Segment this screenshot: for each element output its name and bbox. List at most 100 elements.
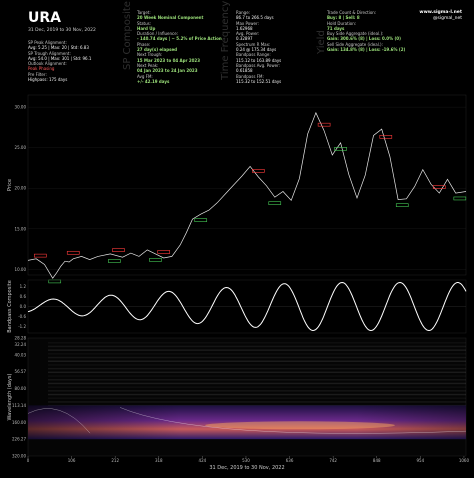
bandpass-range-value: 115.12 to 163.89 days bbox=[236, 57, 282, 63]
wavelength-tick-label: 28.28 bbox=[15, 336, 27, 341]
range-value: 86.7 to 266.5 days bbox=[236, 15, 274, 21]
trough-marker bbox=[453, 196, 467, 201]
trough-marker bbox=[108, 259, 121, 263]
bandpass-range-label: Bandpass Range: bbox=[236, 52, 271, 58]
peak-marker bbox=[252, 169, 265, 173]
bandpass-power-label: Bandpass Avg. Power: bbox=[236, 62, 281, 68]
peak-marker bbox=[112, 248, 125, 252]
avg-fm-label: Avg FM: bbox=[137, 73, 153, 79]
heatmap-noise-band bbox=[48, 379, 466, 381]
trough-marker bbox=[334, 147, 347, 151]
spectrum-r-value: 0.24 @ 175.34 days bbox=[236, 47, 277, 53]
price-panel: 10.00 15.00 20.00 25.00 30.00 Price bbox=[7, 94, 467, 284]
outlook-value: Peak Phasing bbox=[28, 66, 55, 72]
sp-peak-value: Avg: 5.25 | Max: 20 | Std: 6.83 bbox=[28, 45, 89, 51]
heatmap-noise-band bbox=[48, 371, 466, 374]
next-trough-value: 15 Mar 2023 to 04 Apr 2023 bbox=[137, 57, 200, 63]
outlook-label: Outlook Alignment: bbox=[28, 61, 67, 67]
x-tick-label: 0 bbox=[27, 458, 30, 463]
trough-marker bbox=[395, 203, 409, 207]
spectrum-panel: Range: 86.7 to 266.5 days Max Power: 1.6… bbox=[236, 10, 318, 84]
ticker-title: URA bbox=[28, 10, 61, 26]
bandpass-tick-label: 1.2 bbox=[20, 284, 27, 289]
heatmap-noise-band bbox=[48, 367, 466, 370]
wavelength-tick-label: 32.24 bbox=[15, 342, 27, 347]
heatmap-noise-band bbox=[48, 393, 466, 396]
heatmap-noise-band bbox=[48, 382, 466, 385]
bandpass-tick-label: 0.6 bbox=[20, 294, 27, 299]
avg-fm-value: +/- 42.19 days bbox=[137, 78, 170, 84]
range-label: Range: bbox=[236, 10, 251, 15]
phase-value: 27 day(s) elapsed bbox=[137, 47, 178, 53]
bandpass-power-value: 0.61858 bbox=[236, 68, 253, 74]
wavelength-tick-label: 40.03 bbox=[15, 352, 27, 357]
x-tick-label: 1060 bbox=[459, 458, 470, 463]
duration-label: Duration / Influence: bbox=[137, 31, 179, 37]
trough-marker bbox=[149, 258, 162, 262]
wavelength-axis-label: Wavelength (days) bbox=[7, 373, 13, 420]
heatmap-noise-band bbox=[48, 353, 466, 355]
wavelength-tick-label: 80.00 bbox=[15, 386, 27, 391]
x-tick-label: 954 bbox=[417, 458, 425, 463]
x-tick-label: 636 bbox=[286, 458, 294, 463]
hold-duration-label: Hold Duration: bbox=[327, 20, 357, 26]
bandpass-tick-label: -0.6 bbox=[18, 314, 26, 319]
site-handle[interactable]: @sigmal_net bbox=[433, 15, 462, 21]
sell-aggregate-label: Sell Side Aggregate (ideal.): bbox=[327, 41, 383, 47]
date-range: 31 Dec, 2019 to 30 Nov, 2022 bbox=[28, 28, 96, 33]
spectrum-r-label: Spectrum R Max: bbox=[236, 41, 271, 47]
site-url[interactable]: www.sigma-l.net bbox=[419, 10, 462, 15]
heatmap-noise-band bbox=[48, 342, 466, 344]
peak-marker bbox=[432, 185, 446, 189]
price-tick-label: 10.00 bbox=[15, 267, 27, 272]
buy-aggregate-label: Buy Side Aggregate (ideal.): bbox=[327, 31, 384, 37]
coi-curve-left bbox=[27, 408, 91, 434]
price-tick-label: 25.00 bbox=[15, 145, 27, 150]
bandpass-line bbox=[27, 281, 467, 332]
wavelength-tick-label: 226.27 bbox=[12, 437, 26, 442]
bandpass-tick-label: 0.0 bbox=[20, 304, 27, 309]
prefilter-label: Pre Filter: bbox=[28, 71, 47, 77]
heatmap-band-shade bbox=[28, 405, 466, 440]
status-value: Hard Up bbox=[137, 25, 156, 31]
price-tick-label: 15.00 bbox=[15, 226, 27, 231]
heatmap-noise-band bbox=[48, 356, 466, 359]
prefilter-value: Highpass: 175 days bbox=[28, 77, 68, 83]
wavelength-tick-label: 320.00 bbox=[12, 454, 26, 459]
next-peak-value: 04 Jan 2023 to 24 Jan 2023 bbox=[137, 68, 198, 74]
peak-marker bbox=[317, 122, 331, 127]
target-panel: Target: 20 Week Nominal Component Status… bbox=[137, 10, 237, 84]
price-frame bbox=[27, 94, 467, 276]
sp-peak-label: SP Peak Alignment: bbox=[28, 40, 67, 45]
heatmap-noise-band bbox=[48, 345, 466, 348]
trough-marker bbox=[48, 279, 62, 284]
peak-marker bbox=[66, 250, 80, 255]
alignment-panel: SP Peak Alignment: Avg: 5.25 | Max: 20 |… bbox=[28, 40, 123, 82]
bandpass-fm-label: Bandpass FM: bbox=[236, 73, 264, 79]
bandpass-axis-label: Bandpass Composite bbox=[7, 280, 13, 333]
heatmap-noise-band bbox=[48, 401, 466, 403]
hold-duration-value: 71 days bbox=[327, 25, 345, 31]
heatmap-noise-band bbox=[48, 375, 466, 377]
bandpass-tick-label: -1.2 bbox=[18, 324, 26, 329]
buy-aggregate-value: Gain: 300.6% (8) | Loss: 0.0% (0) bbox=[327, 36, 401, 42]
heatmap-hotspot bbox=[205, 421, 395, 430]
x-tick-label: 424 bbox=[199, 458, 207, 463]
site-credit: www.sigma-l.net @sigmal_net bbox=[419, 10, 462, 21]
heatmap-noise-band bbox=[48, 397, 466, 399]
heatmap-noise-band bbox=[48, 390, 466, 392]
bandpass-panel: 1.2 0.6 0.0 -0.6 -1.2 Bandpass Composite bbox=[7, 279, 467, 334]
avg-power-label: Avg. Power: bbox=[236, 31, 260, 37]
heatmap-noise-band bbox=[48, 386, 466, 388]
status-label: Status: bbox=[137, 20, 152, 26]
trough-marker bbox=[268, 201, 282, 205]
coi-curve-right bbox=[119, 407, 467, 434]
price-line bbox=[27, 111, 467, 279]
trade-count-value: Buy: 8 | Sell: 8 bbox=[327, 15, 360, 21]
peak-marker bbox=[379, 135, 393, 139]
x-tick-label: 530 bbox=[242, 458, 250, 463]
next-peak-label: Next Peak: bbox=[137, 62, 159, 68]
wavelength-tick-label: 56.57 bbox=[15, 369, 27, 374]
